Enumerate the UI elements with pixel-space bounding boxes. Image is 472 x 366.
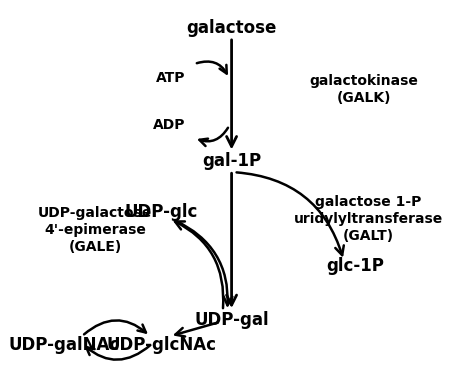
Text: glc-1P: glc-1P	[326, 257, 384, 275]
Text: galactose: galactose	[186, 19, 277, 37]
Text: UDP-glcNAc: UDP-glcNAc	[106, 336, 216, 354]
Text: ADP: ADP	[153, 118, 185, 132]
Text: galactokinase
(GALK): galactokinase (GALK)	[309, 74, 418, 105]
Text: UDP-gal: UDP-gal	[194, 311, 269, 329]
Text: UDP-galNAc: UDP-galNAc	[8, 336, 120, 354]
Text: ATP: ATP	[156, 71, 185, 86]
Text: UDP-glc: UDP-glc	[125, 203, 198, 221]
Text: gal-1P: gal-1P	[202, 152, 261, 171]
Text: galactose 1-P
uridylyltransferase
(GALT): galactose 1-P uridylyltransferase (GALT)	[294, 195, 443, 243]
Text: UDP-galactose
4'-epimerase
(GALE): UDP-galactose 4'-epimerase (GALE)	[38, 206, 152, 254]
